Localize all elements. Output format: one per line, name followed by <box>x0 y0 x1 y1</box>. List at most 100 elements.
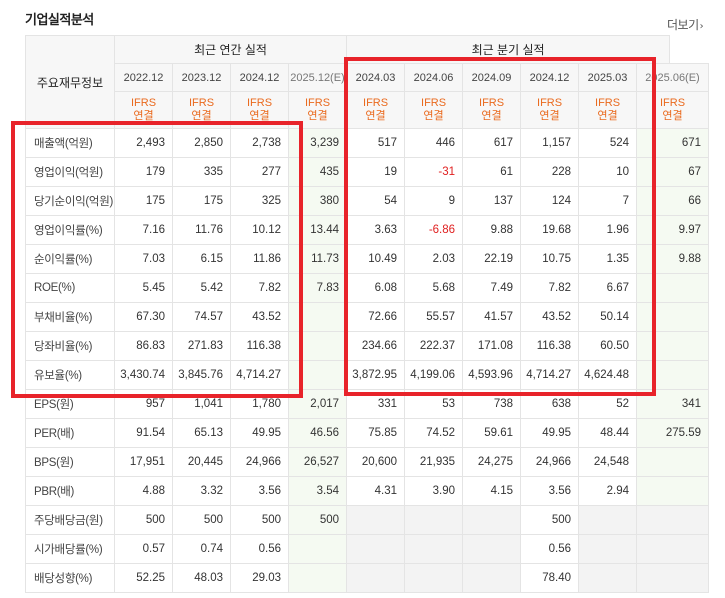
metric-value: 2,017 <box>287 389 348 419</box>
table-row: 매출액(억원) 2,493 2,850 2,738 3,239 517 446 617 1,15… <box>25 128 709 158</box>
metric-value: 10.75 <box>520 244 580 274</box>
metric-value: 271.83 <box>172 331 231 361</box>
metric-value <box>636 505 709 535</box>
metric-value <box>578 505 638 535</box>
metric-value <box>636 360 709 390</box>
metric-value <box>636 331 709 361</box>
table-row: ROE(%) 5.45 5.42 7.82 7.83 6.08 5.68 7.49 7.82 6.… <box>25 273 709 303</box>
metric-value: 7.83 <box>287 273 348 303</box>
metric-label: PER(배) <box>25 418 115 448</box>
metric-value: 380 <box>287 186 348 216</box>
more-label: 더보기 <box>667 18 699 32</box>
metric-value: 7.49 <box>462 273 522 303</box>
table-row: 부채비율(%) 67.30 74.57 43.52 72.66 55.57 41.57 43.… <box>25 302 709 332</box>
metric-value: 277 <box>230 157 289 187</box>
table-row: 배당성향(%) 52.25 48.03 29.03 78.40 <box>25 563 709 593</box>
metric-value: 275.59 <box>636 418 709 448</box>
metric-value: 0.74 <box>172 534 231 564</box>
period-header: 2022.12 <box>114 63 173 92</box>
metric-label: 영업이익(억원) <box>25 157 115 187</box>
quarter-group-header: 최근 분기 실적 <box>346 35 671 64</box>
metric-value: 1,041 <box>172 389 231 419</box>
metric-value: 19.68 <box>520 215 580 245</box>
metric-value: 61 <box>462 157 522 187</box>
ifrs-label: IFRS <box>188 97 215 109</box>
ifrs-basis-header: IFRS 연결 <box>636 91 709 129</box>
metric-value: -31 <box>404 157 464 187</box>
metric-value: 435 <box>287 157 348 187</box>
metric-value: 13.44 <box>287 215 348 245</box>
metric-value: 54 <box>346 186 406 216</box>
metric-value <box>404 505 464 535</box>
metric-value: 29.03 <box>230 563 289 593</box>
metric-value: 22.19 <box>462 244 522 274</box>
ifrs-basis-header: IFRS 연결 <box>346 91 406 129</box>
period-header: 2024.09 <box>462 63 522 92</box>
metric-value: 6.08 <box>346 273 406 303</box>
ifrs-label: IFRS <box>246 97 273 109</box>
metric-value: 524 <box>578 128 638 158</box>
metric-value: 11.76 <box>172 215 231 245</box>
metric-value: 500 <box>520 505 580 535</box>
metric-value: 21,935 <box>404 447 464 477</box>
metric-value: 175 <box>114 186 173 216</box>
metric-value: 65.13 <box>172 418 231 448</box>
ifrs-basis-header: IFRS 연결 <box>287 91 348 129</box>
row-label-header: 주요재무정보 <box>25 35 115 129</box>
metric-value: 20,600 <box>346 447 406 477</box>
period-header: 2024.03 <box>346 63 406 92</box>
ifrs-label: IFRS <box>595 97 621 109</box>
metric-value: 74.57 <box>172 302 231 332</box>
consolidated-label: 연결 <box>597 110 618 122</box>
metric-value: 4.31 <box>346 476 406 506</box>
table-row: 영업이익률(%) 7.16 11.76 10.12 13.44 3.63 -6.86 9.88… <box>25 215 709 245</box>
metric-value: 171.08 <box>462 331 522 361</box>
metric-value: 1,780 <box>230 389 289 419</box>
consolidated-label: 연결 <box>662 110 683 122</box>
metric-value: 7.03 <box>114 244 173 274</box>
metric-value <box>287 302 348 332</box>
table-row: 당기순이익(억원) 175 175 325 380 54 9 137 124 7 66 <box>25 186 709 216</box>
consolidated-label: 연결 <box>191 110 212 122</box>
metric-value: 500 <box>230 505 289 535</box>
ifrs-basis-header: IFRS 연결 <box>230 91 289 129</box>
metric-value: 3,430.74 <box>114 360 173 390</box>
metric-value: 67.30 <box>114 302 173 332</box>
metric-value: 11.73 <box>287 244 348 274</box>
metric-value: 3,872.95 <box>346 360 406 390</box>
metric-value: 500 <box>172 505 231 535</box>
metric-value: 19 <box>346 157 406 187</box>
metric-value <box>636 476 709 506</box>
more-link[interactable]: 더보기› <box>667 16 704 33</box>
period-header: 2024.12 <box>230 63 289 92</box>
metric-value: 4,714.27 <box>520 360 580 390</box>
metric-value: 9 <box>404 186 464 216</box>
table-row: 당좌비율(%) 86.83 271.83 116.38 234.66 222.37 171.… <box>25 331 709 361</box>
metric-value: 325 <box>230 186 289 216</box>
table-row: 순이익률(%) 7.03 6.15 11.86 11.73 10.49 2.03 22.19 1… <box>25 244 709 274</box>
ifrs-label: IFRS <box>363 97 389 109</box>
metric-value: 222.37 <box>404 331 464 361</box>
metric-value <box>462 505 522 535</box>
period-header: 2025.06(E) <box>636 63 709 92</box>
consolidated-label: 연결 <box>365 110 386 122</box>
metric-value: 446 <box>404 128 464 158</box>
metric-value: 2,850 <box>172 128 231 158</box>
metric-value <box>636 447 709 477</box>
ifrs-basis-header: IFRS 연결 <box>172 91 231 129</box>
metric-value <box>404 534 464 564</box>
metric-value <box>636 273 709 303</box>
metric-value <box>578 534 638 564</box>
period-header: 2023.12 <box>172 63 231 92</box>
metric-label: BPS(원) <box>25 447 115 477</box>
metric-label: 당기순이익(억원) <box>25 186 115 216</box>
metric-value: 48.44 <box>578 418 638 448</box>
metric-value: 335 <box>172 157 231 187</box>
metric-value: 55.57 <box>404 302 464 332</box>
metric-value: 9.97 <box>636 215 709 245</box>
metric-value: 24,966 <box>520 447 580 477</box>
metric-value: 3.90 <box>404 476 464 506</box>
metric-value: 137 <box>462 186 522 216</box>
metric-value: 638 <box>520 389 580 419</box>
metric-value: 6.67 <box>578 273 638 303</box>
